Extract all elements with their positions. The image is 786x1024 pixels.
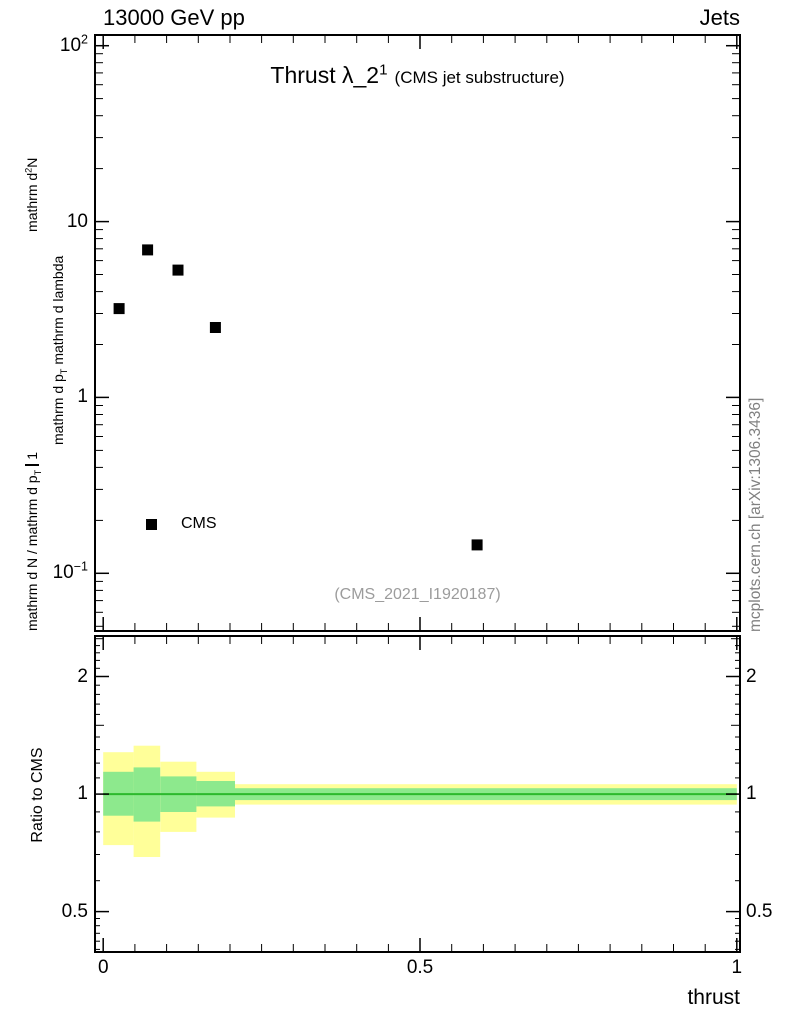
x-axis-title: thrust (687, 986, 740, 1009)
main-frame-axes (94, 34, 741, 632)
main-y-tick-label: 10−1 (52, 559, 88, 584)
main-y-tick-label: 102 (59, 32, 88, 56)
ratio-y-tick-label-left: 2 (77, 665, 88, 687)
data-points (113, 244, 483, 551)
mcplots-credit: mcplots.cern.ch [arXiv:1306.3436] (747, 312, 765, 632)
mcplots-credit-text: mcplots.cern.ch [arXiv:1306.3436] (747, 397, 764, 632)
fraction-bar (25, 463, 39, 466)
y-axis-label-inner: mathrm d pT mathrm d lambda (47, 35, 69, 631)
y-label-frac1-num: 1 (24, 451, 40, 460)
ratio-y-tick-label-right: 1 (746, 783, 757, 805)
beam-energy-label: 13000 GeV pp (103, 5, 245, 30)
plot-title: Thrust λ_21 (270, 61, 388, 88)
y-axis-label-outer: mathrm d N / mathrm d pT 1 mathrm d2N (21, 35, 43, 631)
ratio-y-tick-label-left: 0.5 (61, 900, 88, 922)
x-tick-label: 0 (97, 957, 109, 978)
x-tick-label: 1 (731, 957, 743, 978)
analysis-type-label: Jets (699, 5, 740, 30)
ratio-frame-axes (94, 635, 741, 953)
x-tick-label: 0.5 (406, 957, 434, 978)
ratio-y-tick-label-right: 0.5 (746, 900, 773, 922)
plot-subtitle: (CMS jet substructure) (394, 68, 565, 87)
main-y-tick-label: 1 (77, 386, 88, 408)
legend: CMS (146, 515, 217, 533)
y-label-frac2-den: mathrm d pT mathrm d lambda (50, 255, 69, 445)
ratio-y-tick-label-left: 1 (77, 783, 88, 805)
data-square-marker-icon (146, 518, 157, 530)
analysis-id-watermark: (CMS_2021_I1920187) (334, 586, 501, 603)
y-label-frac1-den: mathrm d N / mathrm d pT (24, 469, 43, 631)
legend-label: CMS (181, 515, 217, 532)
ratio-y-tick-label-right: 2 (746, 665, 757, 687)
plot-title-row: Thrust λ_21 (CMS jet substructure) (95, 62, 740, 89)
main-y-tick-label: 10 (66, 210, 88, 232)
